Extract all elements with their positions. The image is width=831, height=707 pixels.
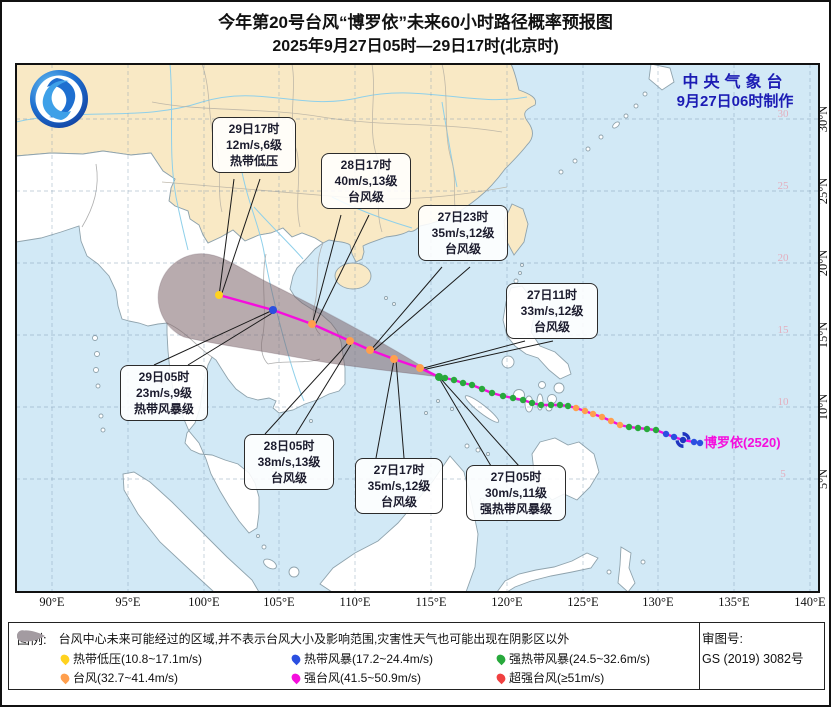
cone-icon: [17, 630, 45, 642]
label-grade: 台风级: [270, 471, 307, 485]
svg-text:135°E: 135°E: [718, 595, 750, 609]
rivers: [16, 64, 528, 402]
label-wind: 38m/s,13级: [257, 455, 321, 469]
label-wind: 12m/s,6级: [225, 138, 283, 152]
halmahera: [617, 546, 636, 592]
label-wind: 33m/s,12级: [520, 304, 584, 318]
legend-item-sty: 强台风(41.5~50.9m/s): [289, 669, 421, 686]
td-marker-icon: [58, 652, 72, 665]
svg-text:140°E: 140°E: [794, 595, 826, 609]
svg-text:15: 15: [778, 324, 790, 336]
label-wind: 40m/s,13级: [334, 174, 398, 188]
svg-text:30°N: 30°N: [816, 106, 830, 133]
label-grade: 强热带风暴级: [479, 502, 552, 516]
svg-text:10°N: 10°N: [816, 394, 830, 421]
sumatra: [122, 471, 260, 592]
svg-text:10: 10: [778, 396, 790, 408]
typhoon-symbol-icon: [675, 432, 691, 448]
legend: 图例: 台风中心未来可能经过的区域,并不表示台风大小及影响范围,灾害性天气也可能…: [8, 622, 825, 690]
svg-text:105°E: 105°E: [263, 595, 295, 609]
legend-item-sts: 强热带风暴(24.5~32.6m/s): [494, 650, 650, 667]
sts-marker-icon: [494, 652, 508, 665]
label-time: 29日17时: [228, 122, 280, 136]
svg-text:20: 20: [778, 252, 790, 264]
sulawesi: [496, 552, 599, 592]
label-grade: 热带低压: [229, 154, 278, 168]
svg-text:25: 25: [778, 180, 790, 192]
svg-text:30: 30: [778, 108, 790, 120]
label-time: 27日11时: [526, 288, 578, 302]
axis-labels: 90°E 95°E 100°E 105°E 110°E 115°E 120°E 125°E 13…: [39, 106, 830, 609]
label-time: 27日05时: [490, 470, 542, 484]
cma-logo: [30, 70, 88, 128]
svg-text:5: 5: [780, 468, 786, 480]
legend-item-ts: 热带风暴(17.2~24.4m/s): [289, 650, 433, 667]
svg-text:15°N: 15°N: [816, 322, 830, 349]
svg-text:115°E: 115°E: [416, 595, 447, 609]
svg-text:5°N: 5°N: [816, 469, 830, 489]
forecast-label-box-27d23h: 27日23时 35m/s,12级 台风级: [418, 205, 508, 261]
svg-text:100°E: 100°E: [188, 595, 220, 609]
callout-lines: [153, 178, 554, 467]
ty-marker-icon: [58, 671, 72, 684]
svg-text:110°E: 110°E: [340, 595, 371, 609]
forecast-label-box-27d17h: 27日17时 35m/s,12级 台风级: [355, 458, 443, 514]
agency-issue-time: 9月27日06时制作: [676, 93, 794, 110]
title-line-1: 今年第20号台风“博罗依”未来60小时路径概率预报图: [218, 13, 613, 32]
forecast-label-box-29d05h: 29日05时 23m/s,9级 热带风暴级: [120, 365, 208, 421]
forecast-label-box-27d05h: 27日05时 30m/s,11级 强热带风暴级: [466, 465, 566, 521]
label-grade: 台风级: [380, 495, 417, 509]
svg-text:20°N: 20°N: [816, 250, 830, 277]
legend-cone-note: 台风中心未来可能经过的区域,并不表示台风大小及影响范围,灾害性天气也可能出现在阴…: [58, 632, 570, 646]
legend-item-ty: 台风(32.7~41.4m/s): [58, 669, 178, 686]
label-grade: 台风级: [533, 320, 570, 334]
label-time: 27日17时: [373, 463, 425, 477]
agency-name: 中央气象台: [682, 74, 788, 91]
legend-cone-row: 图例: 台风中心未来可能经过的区域,并不表示台风大小及影响范围,灾害性天气也可能…: [17, 629, 569, 648]
svg-text:120°E: 120°E: [491, 595, 523, 609]
label-wind: 30m/s,11级: [484, 486, 548, 500]
title-line-2: 2025年9月27日05时—29日17时(北京时): [272, 38, 559, 55]
label-wind: 35m/s,12级: [431, 226, 495, 240]
storm-name-label: 博罗依(2520): [704, 435, 781, 450]
label-grade: 热带风暴级: [133, 402, 194, 416]
map-approval-number: 审图号: GS (2019) 3082号: [702, 632, 804, 666]
page-title: 今年第20号台风“博罗依”未来60小时路径概率预报图 2025年9月27日05时…: [2, 11, 829, 58]
label-wind: 23m/s,9级: [135, 386, 193, 400]
forecast-label-box-29d17h: 29日17时 12m/s,6级 热带低压: [212, 117, 296, 173]
map-border: [15, 63, 820, 593]
svg-text:125°E: 125°E: [567, 595, 599, 609]
legend-item-td: 热带低压(10.8~17.1m/s): [58, 650, 202, 667]
forecast-label-box-27d11h: 27日11时 33m/s,12级 台风级: [506, 283, 598, 339]
sty-marker-icon: [289, 671, 303, 684]
hainan: [334, 262, 372, 290]
forecast-label-box-28d17h: 28日17时 40m/s,13级 台风级: [321, 153, 411, 209]
legend-item-suty: 超强台风(≥51m/s): [494, 669, 604, 686]
ts-marker-icon: [289, 652, 303, 665]
svg-text:95°E: 95°E: [115, 595, 140, 609]
svg-text:90°E: 90°E: [39, 595, 64, 609]
typhoon-track: [215, 291, 704, 447]
label-wind: 35m/s,12级: [367, 479, 431, 493]
svg-text:130°E: 130°E: [642, 595, 674, 609]
label-grade: 台风级: [444, 242, 481, 256]
label-time: 27日23时: [437, 210, 489, 224]
label-grade: 台风级: [347, 190, 384, 204]
label-time: 29日05时: [138, 370, 190, 384]
agency-stamp: 中央气象台 9月27日06时制作: [650, 73, 820, 111]
kyushu: [648, 64, 675, 91]
forecast-label-box-28d05h: 28日05时 38m/s,13级 台风级: [244, 434, 334, 490]
legend-divider: [699, 623, 700, 689]
svg-text:25°N: 25°N: [816, 178, 830, 205]
label-time: 28日05时: [263, 439, 315, 453]
label-time: 28日17时: [340, 158, 392, 172]
suty-marker-icon: [494, 671, 508, 684]
